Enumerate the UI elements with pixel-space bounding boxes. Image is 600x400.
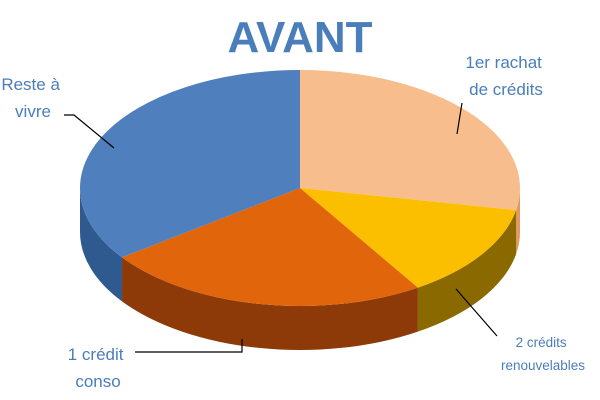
slice-label-reste-a-vivre: Reste à vivre: [1, 75, 64, 121]
pie-slice-reste-a-vivre: [79, 70, 300, 258]
slice-label-credits-renouvelables: 2 crédits renouvelables: [501, 335, 585, 373]
slice-label-reste-a-vivre-line-1: Reste à: [1, 75, 60, 94]
leader-line-reste-a-vivre: [64, 114, 115, 149]
slice-label-credit-conso-line-2: conso: [75, 372, 120, 391]
pie-side-1-credit-conso: [122, 257, 418, 350]
leader-line-credit-conso: [135, 339, 243, 353]
slice-label-1er-rachat-line-1: 1er rachat: [465, 53, 542, 72]
slice-label-reste-a-vivre-line-2: vivre: [15, 102, 51, 121]
chart-title: AVANT: [227, 13, 372, 62]
slice-label-1er-rachat: 1er rachat de crédits: [465, 53, 546, 99]
leader-line-credits-renouvelables: [455, 288, 498, 337]
slice-label-1er-rachat-line-2: de crédits: [469, 80, 543, 99]
slice-label-credit-conso-line-1: 1 crédit: [68, 345, 124, 364]
slice-label-credits-renouvelables-line-1: 2 crédits: [516, 335, 567, 350]
leader-line-1er-rachat: [456, 102, 463, 135]
pie-side-reste-a-vivre: [80, 188, 123, 302]
pie-side-1er-rachat-de-credits: [516, 188, 520, 255]
pie-sides: [80, 188, 520, 350]
slice-label-credits-renouvelables-line-2: renouvelables: [501, 358, 585, 373]
pie-slice-1-credit-conso: [122, 188, 418, 307]
pie-slice-2-credits-renouvelables: [300, 188, 517, 288]
pie-slices: [79, 70, 520, 307]
pie-slice-1er-rachat-de-credits: [300, 70, 520, 211]
slice-label-credit-conso: 1 crédit conso: [68, 345, 128, 391]
pie-side-2-credits-renouvelables: [417, 210, 517, 332]
